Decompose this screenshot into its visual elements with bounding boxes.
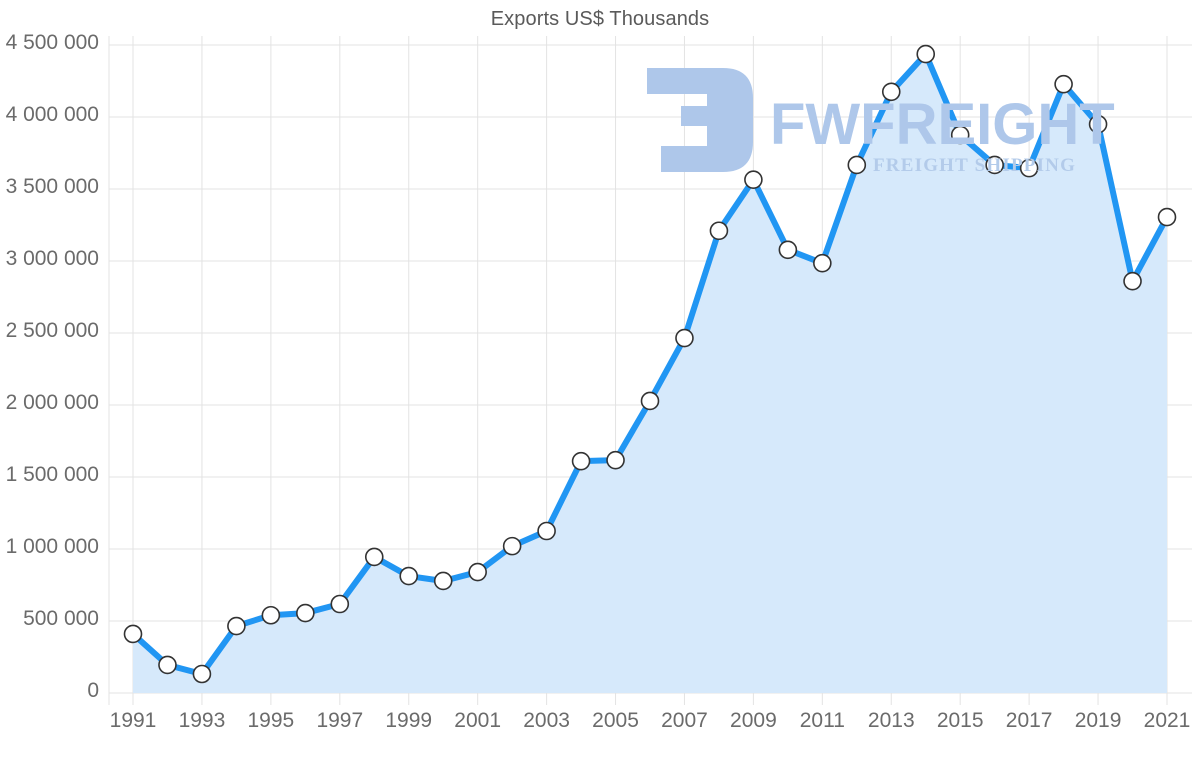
data-point-marker[interactable] bbox=[158, 655, 177, 675]
data-point-marker[interactable] bbox=[433, 571, 453, 591]
data-point-marker[interactable] bbox=[399, 566, 419, 586]
x-axis-tick-label: 1995 bbox=[247, 709, 295, 732]
y-axis-tick-label: 2 000 000 bbox=[5, 391, 99, 414]
x-axis-tick-label: 2009 bbox=[730, 709, 777, 732]
data-point-marker[interactable] bbox=[1123, 271, 1142, 291]
x-axis-tick-label: 1991 bbox=[109, 709, 157, 732]
data-point-marker[interactable] bbox=[813, 253, 832, 273]
data-point-marker[interactable] bbox=[847, 155, 867, 175]
y-axis-tick-label: 500 000 bbox=[23, 607, 99, 630]
x-axis-tick-label: 1993 bbox=[178, 709, 226, 732]
x-axis-tick-label: 2003 bbox=[523, 709, 570, 732]
data-point-marker[interactable] bbox=[571, 451, 591, 471]
x-axis-tick-label: 1999 bbox=[385, 709, 433, 732]
data-point-marker[interactable] bbox=[640, 391, 660, 411]
x-axis-tick-label: 2011 bbox=[799, 709, 845, 732]
x-axis-tick-label: 2013 bbox=[867, 709, 915, 732]
data-point-marker[interactable] bbox=[364, 547, 384, 567]
data-point-marker[interactable] bbox=[916, 44, 936, 64]
data-point-marker[interactable] bbox=[123, 624, 143, 644]
data-point-marker[interactable] bbox=[675, 328, 694, 348]
y-axis-tick-label: 1 500 000 bbox=[5, 463, 99, 486]
data-point-marker[interactable] bbox=[709, 221, 729, 241]
x-axis-tick-label: 2021 bbox=[1143, 709, 1191, 732]
data-point-marker[interactable] bbox=[227, 616, 246, 636]
y-axis-tick-label: 0 bbox=[87, 679, 99, 702]
data-point-marker[interactable] bbox=[1019, 158, 1039, 178]
data-point-marker[interactable] bbox=[1157, 207, 1177, 227]
data-point-marker[interactable] bbox=[502, 536, 522, 556]
y-axis-tick-label: 4 000 000 bbox=[5, 103, 99, 126]
x-axis-tick-label: 2005 bbox=[592, 709, 639, 732]
y-axis-tick-label: 3 000 000 bbox=[5, 247, 99, 270]
x-axis-tick-label: 2017 bbox=[1005, 709, 1053, 732]
data-point-marker[interactable] bbox=[330, 594, 350, 614]
data-point-marker[interactable] bbox=[468, 562, 487, 582]
x-axis-tick-label: 2019 bbox=[1074, 709, 1122, 732]
data-point-marker[interactable] bbox=[606, 450, 625, 470]
chart-title: Exports US$ Thousands bbox=[490, 8, 710, 30]
y-axis-tick-label: 1 000 000 bbox=[5, 535, 99, 558]
data-point-marker[interactable] bbox=[537, 521, 556, 541]
x-axis-tick-label: 2007 bbox=[661, 709, 708, 732]
data-point-marker[interactable] bbox=[881, 82, 901, 102]
data-point-marker[interactable] bbox=[296, 603, 315, 623]
data-point-marker[interactable] bbox=[985, 155, 1004, 175]
y-axis-tick-label: 3 500 000 bbox=[5, 175, 99, 198]
data-point-marker[interactable] bbox=[1054, 74, 1073, 94]
data-point-marker[interactable] bbox=[744, 170, 763, 189]
data-markers bbox=[123, 44, 1177, 684]
data-point-marker[interactable] bbox=[1088, 114, 1108, 134]
x-axis-tick-label: 2015 bbox=[936, 709, 984, 732]
data-point-marker[interactable] bbox=[261, 605, 281, 625]
area-fill bbox=[133, 54, 1167, 693]
y-axis-tick-label: 2 500 000 bbox=[5, 319, 99, 342]
data-point-marker[interactable] bbox=[192, 664, 212, 684]
data-point-marker[interactable] bbox=[950, 125, 970, 145]
data-point-marker[interactable] bbox=[778, 240, 798, 260]
y-axis-tick-label: 4 500 000 bbox=[5, 31, 99, 54]
x-axis-tick-label: 2001 bbox=[454, 709, 502, 732]
x-axis-tick-label: 1997 bbox=[316, 709, 364, 732]
area-fill-path bbox=[133, 54, 1167, 693]
